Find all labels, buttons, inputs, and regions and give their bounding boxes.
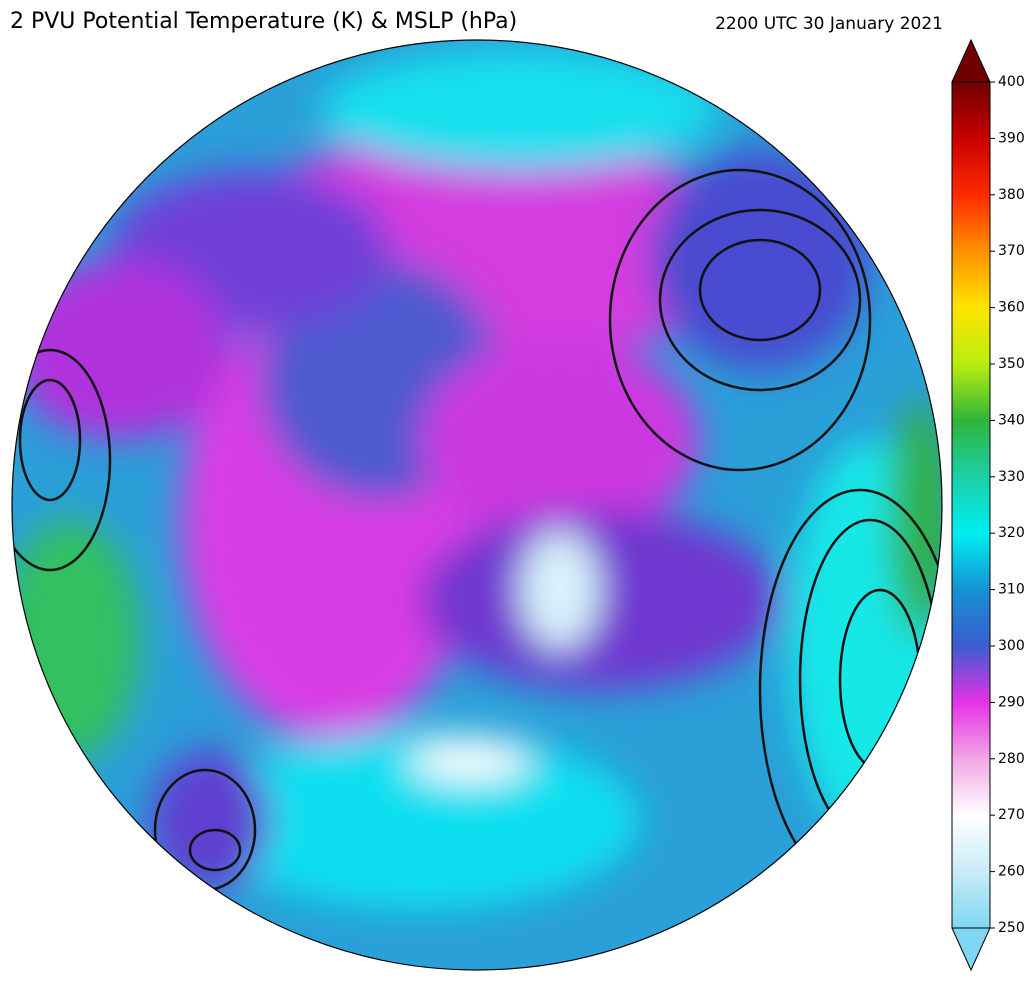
colorbar-tick-label: 280 (998, 751, 1025, 767)
colorbar-tick-label: 270 (998, 807, 1025, 823)
colorbar-tick-label: 260 (998, 864, 1025, 880)
colorbar-tick-label: 390 (998, 130, 1025, 146)
map-border (11, 39, 943, 971)
colorbar-tick-label: 330 (998, 469, 1025, 485)
title: 2 PVU Potential Temperature (K) & MSLP (… (10, 9, 517, 34)
colorbar-tick-label: 250 (998, 920, 1025, 936)
colorbar-tick-label: 380 (998, 187, 1025, 203)
colorbar-scale (951, 81, 991, 929)
colorbar: 250 260 270 280 290 300 310 320 330 340 350 360 370 3… (951, 38, 1025, 972)
colorbar-tick-label: 310 (998, 582, 1025, 598)
colorbar-min-arrow (951, 927, 991, 972)
colorbar-tick-label: 360 (998, 300, 1025, 316)
colorbar-tick-label: 320 (998, 525, 1025, 541)
timestamp: 2200 UTC 30 January 2021 (715, 14, 943, 34)
colorbar-tick-label: 340 (998, 412, 1025, 428)
colorbar-tick-label: 370 (998, 243, 1025, 259)
colorbar-max-arrow (951, 38, 991, 83)
map (12, 40, 942, 970)
colorbar-tick-label: 300 (998, 638, 1025, 654)
colorbar-tick-label: 400 (998, 74, 1025, 90)
colorbar-tick-label: 290 (998, 694, 1025, 710)
colorbar-tick-label: 350 (998, 356, 1025, 372)
